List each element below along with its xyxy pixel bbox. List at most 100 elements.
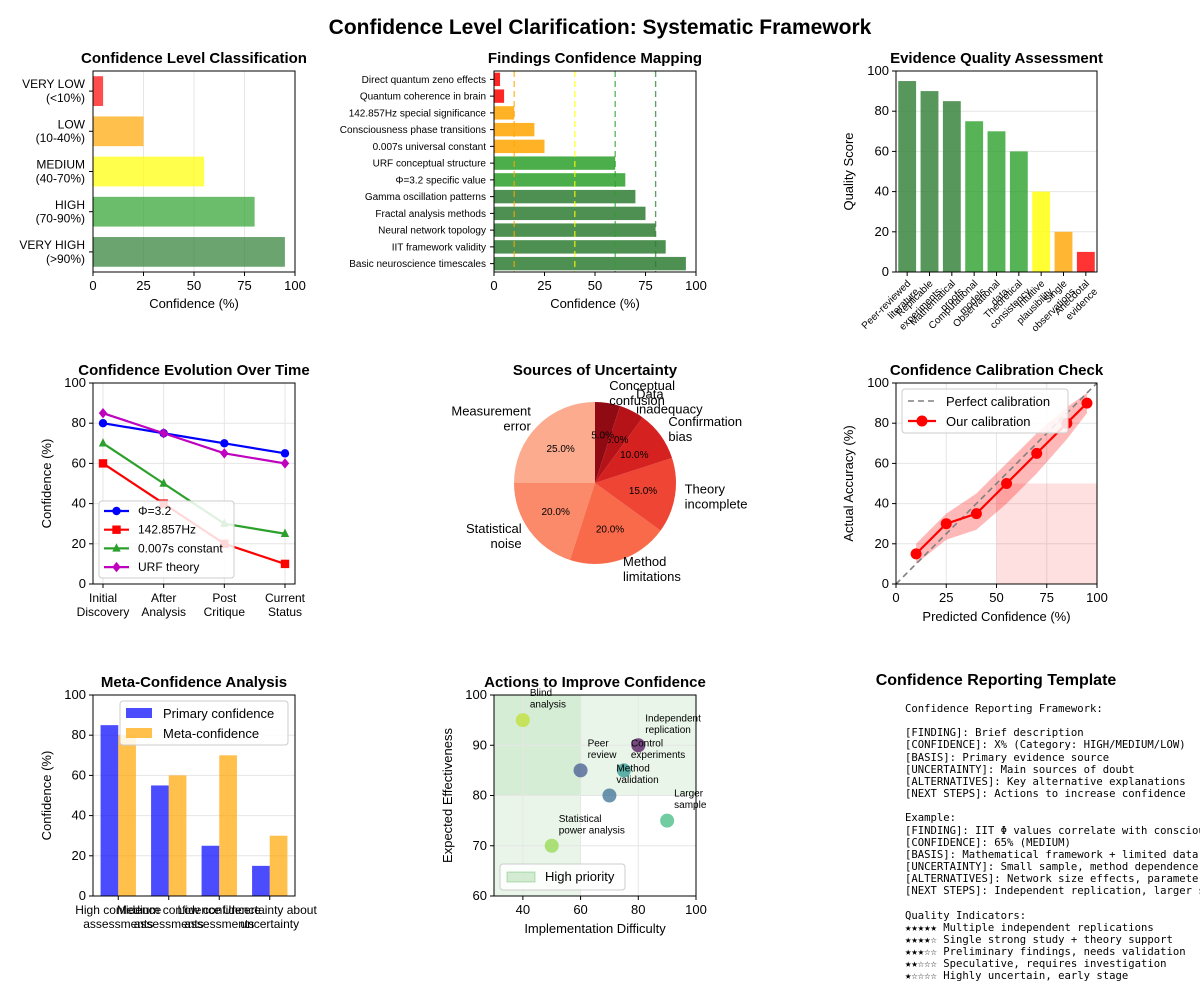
bar: [920, 91, 939, 272]
slice-percent: 20.0%: [542, 507, 570, 518]
bar: [494, 256, 686, 271]
category-label: Consciousness phase transitions: [340, 125, 486, 136]
overconfidence-region: [996, 483, 1097, 584]
data-point: [280, 449, 290, 458]
legend-box: [901, 388, 1069, 434]
y-tick-label: 80: [72, 727, 86, 742]
perfect-calibration-line: [895, 382, 1098, 585]
x-tick-label: After Analysis: [141, 591, 186, 619]
slice-percent: 25.0%: [546, 444, 574, 455]
slice-label: Conceptual confusion: [609, 378, 675, 408]
category-label: Fractal analysis methods: [375, 209, 486, 220]
bar: [494, 139, 545, 154]
bar: [942, 101, 961, 273]
point-label: Larger sample: [674, 789, 707, 812]
y-tick-label: 40: [72, 496, 86, 511]
y-tick-label: 20: [875, 224, 889, 239]
legend-label: Meta-confidence: [163, 726, 259, 741]
category-label: 0.007s universal constant: [373, 142, 487, 153]
data-point: [1031, 447, 1043, 459]
y-tick-label: 60: [72, 455, 86, 470]
chart-title: Evidence Quality Assessment: [890, 50, 1103, 67]
bar: [494, 156, 616, 170]
chart-calibration-check: 0 25 50 75 100 0 20 40 60 80 100 Predicted Confiden…: [841, 362, 1108, 624]
category-label: Basic neuroscience timescales: [349, 259, 486, 270]
bar: [1054, 231, 1073, 272]
template-text: Confidence Reporting Framework: [FINDING…: [905, 703, 1200, 983]
y-tick-label: 20: [72, 848, 86, 863]
legend-marker: [112, 525, 121, 534]
chart-title: Confidence Level Classification: [81, 50, 307, 67]
x-axis-label: Predicted Confidence (%): [922, 609, 1070, 624]
category-label: Gamma oscillation patterns: [365, 192, 486, 203]
pie-slice: [514, 402, 595, 483]
bar: [494, 122, 535, 137]
chart-title: Findings Confidence Mapping: [488, 50, 702, 67]
bar: [965, 121, 984, 272]
legend-swatch: [126, 708, 152, 718]
bar: [987, 131, 1006, 272]
x-tick-label: 60: [573, 902, 587, 917]
pie-slice: [595, 402, 621, 483]
category-label: 142.857Hz special significance: [349, 108, 487, 119]
bar: [494, 106, 515, 120]
bar: [93, 237, 285, 267]
category-label: Φ=3.2 specific value: [395, 175, 486, 186]
legend-label: 0.007s constant: [138, 541, 223, 555]
y-tick-label: 20: [875, 536, 889, 551]
y-axis-label: Expected Effectiveness: [440, 728, 455, 863]
point-label: Independent replication: [645, 713, 701, 736]
y-axis-label: Confidence (%): [39, 751, 54, 841]
chart-title: Confidence Calibration Check: [890, 362, 1104, 379]
chart-confidence-classification: VERY HIGH (>90%) HIGH (70-90%) MEDIUM (40-70%…: [19, 50, 307, 311]
category-label: IIT framework validity: [392, 242, 486, 253]
chart-confidence-evolution: Initial Discovery After Analysis Post Critiqu…: [39, 362, 310, 619]
data-point: [98, 419, 108, 428]
legend-box: [119, 700, 289, 746]
bar: [494, 189, 636, 204]
series-line: [102, 412, 286, 465]
point-label: Blind analysis: [530, 688, 566, 711]
bar: [93, 76, 104, 106]
legend-label: Primary confidence: [163, 706, 274, 721]
slice-percent: 20.0%: [596, 525, 624, 536]
legend-label: Our calibration: [946, 414, 1031, 429]
chart-improvement-actions: Independent replication Peer review Control e…: [440, 674, 707, 936]
bar: [100, 725, 119, 896]
x-axis-label: Confidence (%): [149, 296, 239, 311]
x-tick-label: 75: [1040, 590, 1054, 605]
bar: [494, 173, 626, 187]
chart-findings-mapping: Basic neuroscience timescales IIT framewo…: [340, 50, 707, 311]
legend-box: [499, 863, 626, 891]
x-tick-label: 40: [516, 902, 530, 917]
legend-label: 142.857Hz: [138, 523, 196, 537]
data-point: [280, 559, 290, 569]
y-tick-label: 100: [465, 687, 487, 702]
data-point: [616, 763, 631, 778]
x-axis-label: Implementation Difficulty: [524, 921, 666, 936]
slice-percent: 15.0%: [629, 486, 657, 497]
chart-evidence-quality: Peer-reviewedliteratureReplicableexperim…: [841, 50, 1103, 334]
bar: [93, 116, 144, 147]
bar: [494, 72, 501, 87]
legend-label: Φ=3.2: [138, 504, 172, 518]
data-point: [98, 459, 108, 468]
data-point: [544, 838, 559, 853]
x-tick-label: 25: [939, 590, 953, 605]
data-point: [910, 548, 922, 560]
data-point: [970, 508, 982, 520]
y-axis-label: Quality Score: [841, 132, 856, 210]
y-tick-label: 40: [875, 496, 889, 511]
x-tick-label: Medium confidence assessments: [117, 903, 221, 931]
y-tick-label: 80: [875, 415, 889, 430]
chart-title: Meta-Confidence Analysis: [101, 674, 287, 691]
y-tick-label: 40: [72, 808, 86, 823]
data-point: [220, 439, 229, 448]
bar: [269, 835, 288, 896]
bar: [1009, 151, 1028, 272]
x-tick-label: High confidence assessments: [75, 903, 161, 931]
chart-title: Confidence Evolution Over Time: [78, 362, 309, 379]
slice-percent: 5.0%: [591, 430, 614, 441]
bar: [1032, 191, 1051, 272]
legend-swatch: [126, 728, 152, 738]
